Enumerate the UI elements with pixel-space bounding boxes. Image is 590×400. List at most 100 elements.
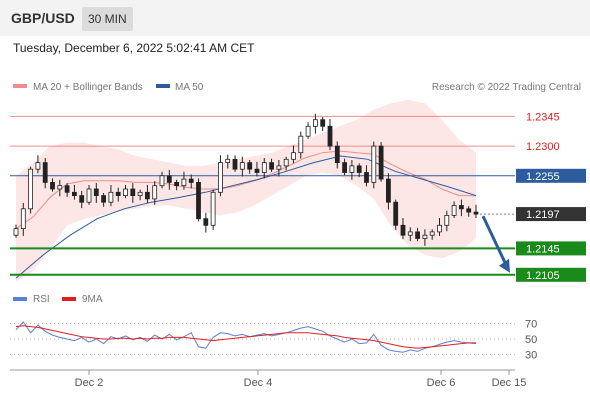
- candle-body: [115, 191, 121, 197]
- rsi-legend-swatch: [13, 297, 27, 301]
- candle-body: [378, 145, 384, 180]
- candle-body: [152, 185, 158, 200]
- candle-body: [188, 178, 194, 183]
- candle-body: [261, 162, 267, 173]
- price-level-label-5: 1.2105: [526, 270, 560, 282]
- candle-body: [305, 125, 311, 137]
- candle-body: [210, 191, 216, 226]
- candle-body: [239, 162, 245, 170]
- candle-body: [437, 224, 442, 233]
- candle-body: [371, 145, 377, 183]
- candle-body: [407, 231, 413, 236]
- ma20-line: [15, 150, 476, 230]
- candle-body: [232, 158, 238, 170]
- candle-body: [458, 205, 464, 210]
- bollinger-band: [16, 99, 476, 282]
- candle-body: [276, 165, 282, 170]
- forecast-arrow-layer: [481, 215, 510, 273]
- candle-body: [444, 214, 450, 226]
- candle-body: [144, 191, 150, 200]
- candle-body: [385, 178, 391, 203]
- candle-body: [247, 162, 253, 170]
- ma50-legend-label: MA 50: [175, 82, 204, 93]
- candle-body: [466, 208, 472, 213]
- timestamp: Tuesday, December 6, 2022 5:02:41 AM CET: [13, 41, 255, 55]
- candle-body: [93, 188, 99, 196]
- candle-body: [159, 175, 165, 187]
- price-level-label-2: 1.2255: [526, 171, 560, 183]
- rsi-ma9-line: [15, 325, 476, 349]
- candle-body: [342, 162, 348, 173]
- candle-body: [393, 201, 399, 226]
- candle-body: [79, 195, 85, 203]
- candle-body: [400, 224, 406, 236]
- header-bar: GBP/USD 30 MIN: [0, 0, 590, 36]
- candle-body: [415, 231, 421, 239]
- candle-body: [473, 211, 479, 215]
- x-tick-label-3: Dec 15: [492, 377, 527, 389]
- rsi-line: [15, 321, 477, 353]
- forecast-arrow-head: [499, 258, 510, 273]
- rsi-tick-label-2: 30: [525, 350, 537, 362]
- rsi-panel: 70 50 30: [10, 319, 537, 362]
- ma9-legend-swatch: [62, 297, 76, 301]
- candle-body: [327, 125, 333, 147]
- candle-body: [269, 162, 275, 170]
- research-credit: Research © 2022 Trading Central: [432, 82, 581, 93]
- price-level-layer: 1.2345 1.2300 1.2255 1.2197 1.2145 1.2105: [10, 111, 586, 282]
- ma50-legend-swatch: [156, 84, 170, 88]
- candle-body: [203, 218, 209, 226]
- price-level-label-0: 1.2345: [526, 111, 560, 123]
- candle-body: [86, 188, 92, 203]
- candle-body: [35, 162, 41, 170]
- candle-body: [349, 165, 355, 173]
- rsi-tick-label-0: 70: [525, 319, 537, 331]
- candle-body: [312, 119, 318, 127]
- candle-body: [108, 191, 114, 203]
- candle-body: [225, 158, 231, 164]
- x-axis: Dec 2 Dec 4 Dec 6 Dec 15: [75, 370, 527, 389]
- price-level-tag-4: [516, 241, 586, 256]
- price-level-tag-5: [516, 267, 586, 282]
- candle-body: [28, 168, 34, 210]
- ma50-line: [15, 155, 477, 279]
- candle-layer: [13, 113, 479, 246]
- candle-body: [181, 178, 187, 187]
- candle-body: [451, 205, 457, 216]
- price-level-label-3: 1.2197: [526, 209, 560, 221]
- timeframe-badge[interactable]: 30 MIN: [82, 7, 133, 31]
- bollinger-band-layer: [15, 99, 477, 282]
- rsi-tick-label-1: 50: [525, 334, 537, 346]
- candle-body: [291, 152, 296, 160]
- price-level-tag-2: [516, 168, 586, 183]
- bb-legend-label: MA 20 + Bollinger Bands: [33, 82, 143, 93]
- candle-body: [196, 181, 201, 220]
- candle-body: [298, 135, 304, 154]
- candle-body: [13, 228, 19, 236]
- candle-body: [356, 165, 362, 173]
- candle-body: [217, 162, 223, 193]
- candle-body: [429, 231, 435, 236]
- price-level-label-1: 1.2300: [526, 141, 560, 153]
- candle-body: [174, 181, 180, 187]
- instrument-title: GBP/USD: [11, 10, 75, 26]
- candle-body: [137, 191, 143, 197]
- ma9-legend-label: 9MA: [82, 294, 103, 305]
- price-level-tag-3: [516, 207, 586, 222]
- rsi-legend-label: RSI: [33, 294, 50, 305]
- candle-body: [254, 168, 260, 173]
- candle-body: [320, 119, 326, 127]
- candle-body: [422, 234, 428, 239]
- candle-body: [42, 162, 48, 183]
- candle-body: [101, 195, 106, 203]
- x-tick-label-2: Dec 6: [427, 377, 456, 389]
- candle-body: [283, 158, 289, 167]
- candle-body: [50, 181, 55, 190]
- price-level-label-4: 1.2145: [526, 243, 560, 255]
- candle-body: [130, 188, 136, 196]
- candle-body: [64, 185, 70, 193]
- x-tick-label-1: Dec 4: [244, 377, 273, 389]
- bb-legend-swatch: [13, 84, 27, 88]
- x-tick-label-0: Dec 2: [75, 377, 104, 389]
